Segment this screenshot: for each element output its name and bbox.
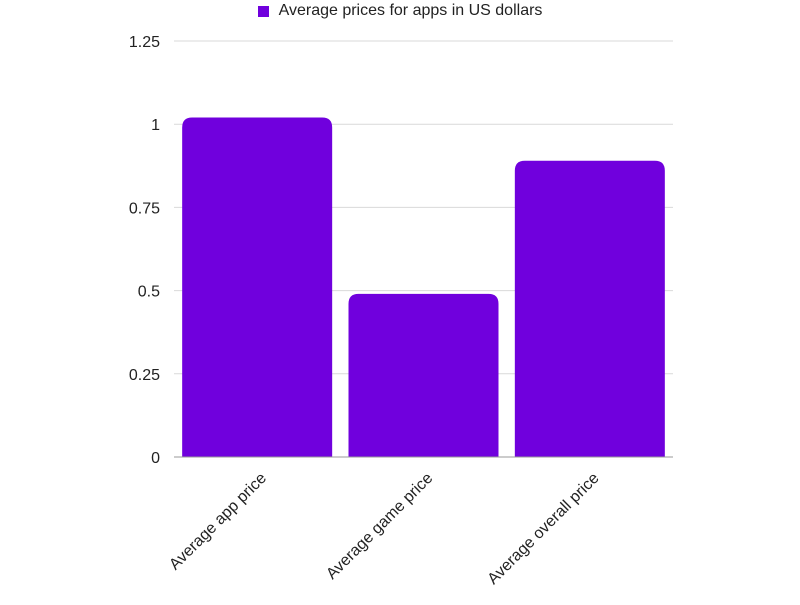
- legend: Average prices for apps in US dollars: [0, 0, 800, 22]
- bar: [182, 117, 333, 457]
- bar: [348, 293, 499, 457]
- y-tick-label: 1: [151, 117, 160, 134]
- x-tick-label: Average overall price: [485, 470, 603, 588]
- legend-swatch: [257, 5, 269, 17]
- y-tick-label: 0.25: [129, 367, 160, 384]
- x-tick-label: Average app price: [166, 470, 270, 574]
- y-tick-label: 0: [151, 450, 160, 467]
- y-tick-label: 1.25: [129, 34, 160, 51]
- legend-label: Average prices for apps in US dollars: [278, 2, 543, 19]
- y-tick-label: 0.5: [138, 284, 160, 301]
- y-tick-label: 0.75: [129, 200, 160, 217]
- bar: [514, 160, 665, 458]
- x-tick-label: Average game price: [323, 470, 436, 583]
